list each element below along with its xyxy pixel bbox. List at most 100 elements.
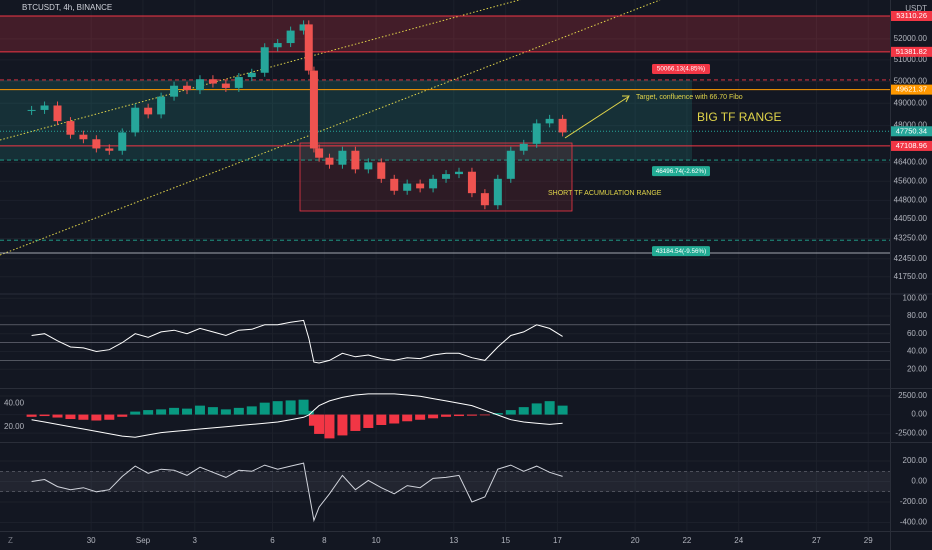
target-label: 50066.13(4.85%) xyxy=(657,66,705,73)
histogram-bar xyxy=(314,414,325,434)
target-label-box xyxy=(652,246,710,257)
histogram-bar xyxy=(143,410,154,415)
candle xyxy=(144,107,153,115)
candle xyxy=(118,132,127,151)
histogram-bar xyxy=(272,401,283,415)
candle xyxy=(195,79,204,91)
histogram-bar xyxy=(544,401,555,415)
candle xyxy=(467,171,476,194)
histogram-bar xyxy=(104,414,115,420)
y-tick-label: 48000.00 xyxy=(894,121,928,130)
resistance-zone xyxy=(0,15,890,52)
y-tick-label: 44800.00 xyxy=(894,195,928,204)
candle xyxy=(416,183,425,189)
candle xyxy=(351,150,360,170)
y-tick-label: 44050.00 xyxy=(894,214,928,223)
candle xyxy=(338,150,347,165)
timezone-icon[interactable]: Z xyxy=(8,536,13,545)
x-tick-label: 8 xyxy=(322,536,327,545)
candle xyxy=(545,118,554,124)
histogram-bar xyxy=(415,414,426,420)
histogram-bar xyxy=(259,402,270,415)
x-tick-label: 3 xyxy=(193,536,198,545)
y-tick-label: 43250.00 xyxy=(894,234,928,243)
under-layer xyxy=(0,15,890,161)
x-tick-label: 29 xyxy=(864,536,873,545)
candle xyxy=(390,178,399,191)
candle xyxy=(442,174,451,179)
price-label-box xyxy=(891,84,932,95)
histogram-bar xyxy=(518,407,529,415)
histogram-bar xyxy=(363,414,374,428)
candle xyxy=(377,162,386,179)
candle xyxy=(221,83,230,88)
candle xyxy=(315,148,324,158)
candle xyxy=(403,183,412,191)
histogram-bar xyxy=(453,414,464,417)
histogram-bar xyxy=(26,414,37,417)
candle xyxy=(66,121,75,135)
annotation: Target, confluence with 66.70 Fibo xyxy=(636,94,743,101)
candle xyxy=(27,109,36,111)
candle xyxy=(493,178,502,206)
histogram-bar xyxy=(65,414,76,420)
x-tick-label: 22 xyxy=(682,536,691,545)
histogram-bar xyxy=(298,399,309,415)
candle xyxy=(105,148,114,151)
histogram-bar xyxy=(285,400,296,415)
histogram-bar xyxy=(337,414,348,436)
candle xyxy=(79,134,88,140)
histogram-bar xyxy=(52,414,63,418)
candle xyxy=(273,43,282,48)
y-tick-label: -2500.00 xyxy=(895,428,927,437)
candle xyxy=(92,139,101,149)
symbol-title: BTCUSDT, 4h, BINANCE xyxy=(22,3,112,12)
price-label: 51381.82 xyxy=(896,47,927,56)
histogram-bar xyxy=(182,408,193,415)
arrow xyxy=(564,96,629,139)
y-tick-label: 0.00 xyxy=(911,410,927,419)
candle xyxy=(131,107,140,133)
candle xyxy=(532,123,541,144)
y-tick-label: 0.00 xyxy=(911,477,927,486)
histogram-bar xyxy=(428,414,439,419)
histogram-bar xyxy=(207,407,218,415)
y-tick-label: 46400.00 xyxy=(894,157,928,166)
histogram-bar xyxy=(233,407,244,415)
x-tick-label: 24 xyxy=(734,536,743,545)
histogram-bar xyxy=(220,409,231,415)
candle xyxy=(157,96,166,115)
y-tick-label: -400.00 xyxy=(900,518,928,527)
y-tick-label: 52000.00 xyxy=(894,34,928,43)
target-label: 43184.54(-9.56%) xyxy=(656,248,706,255)
indicator-line xyxy=(31,319,563,364)
annotation: BIG TF RANGE xyxy=(697,110,781,124)
price-label-box xyxy=(891,126,932,137)
annotation: SHORT TF ACUMULATION RANGE xyxy=(548,190,662,197)
currency-label: USDT xyxy=(905,4,927,13)
candle xyxy=(506,150,515,179)
y-tick-label: 49000.00 xyxy=(894,98,928,107)
candle xyxy=(364,162,373,170)
x-tick-label: 15 xyxy=(501,536,510,545)
price-label-box xyxy=(891,140,932,151)
arrow-head xyxy=(622,95,630,103)
indicator-line xyxy=(31,462,563,523)
candle xyxy=(325,157,334,165)
y-tick-label: -200.00 xyxy=(900,497,928,506)
target-label-box xyxy=(652,63,710,74)
y-tick-label: 41750.00 xyxy=(894,272,928,281)
histogram-bar xyxy=(531,403,542,415)
histogram-bar xyxy=(402,414,413,422)
histogram-bar xyxy=(479,414,490,416)
price-label: 47750.34 xyxy=(896,126,927,135)
candle xyxy=(208,79,217,84)
histogram-bar xyxy=(246,406,257,415)
candle xyxy=(286,30,295,44)
candle xyxy=(170,85,179,97)
indicator-line xyxy=(31,393,563,438)
range-zone xyxy=(0,79,692,161)
histogram-bar xyxy=(156,409,167,415)
histogram-bar xyxy=(466,414,477,416)
